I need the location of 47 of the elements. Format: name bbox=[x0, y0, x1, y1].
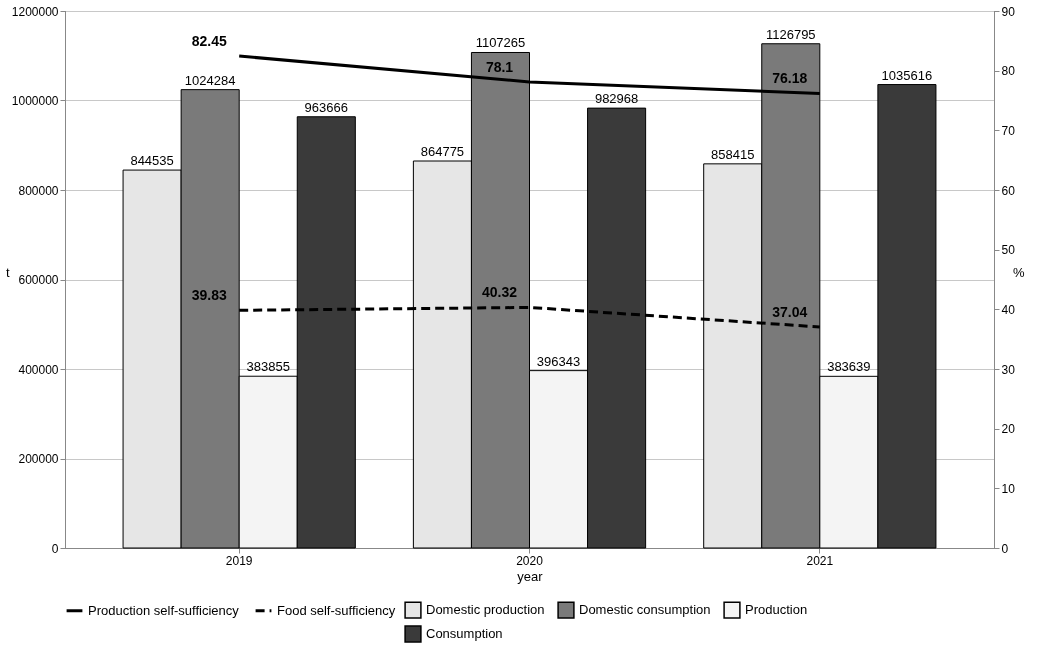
y2-tick-label: 30 bbox=[1001, 362, 1016, 377]
legend-label: Domestic production bbox=[426, 602, 545, 618]
y-tick-label: 1000000 bbox=[11, 94, 59, 108]
data-label: 982968 bbox=[594, 91, 639, 107]
data-label: 844535 bbox=[130, 153, 174, 169]
data-label: 963666 bbox=[304, 99, 348, 115]
y2-axis-title: % bbox=[1013, 265, 1026, 280]
data-label: 40.32 bbox=[481, 284, 518, 301]
y2-tick-label: 90 bbox=[1001, 4, 1016, 19]
data-label: 76.18 bbox=[772, 70, 808, 87]
data-label: 383639 bbox=[827, 359, 871, 375]
data-label: 39.83 bbox=[191, 287, 227, 304]
data-label: 383855 bbox=[246, 359, 290, 375]
data-label: 78.1 bbox=[485, 59, 514, 75]
y-tick-label: 1200000 bbox=[11, 4, 59, 19]
y-tick-label: 200000 bbox=[18, 452, 59, 466]
legend-label: Domestic consumption bbox=[579, 602, 711, 618]
y2-tick-label: 10 bbox=[1001, 481, 1016, 496]
y-tick-label: 600000 bbox=[18, 273, 59, 287]
data-label: 396343 bbox=[536, 353, 581, 369]
data-label: 1035616 bbox=[881, 67, 933, 83]
y-tick-label: 400000 bbox=[18, 362, 59, 377]
y-axis-title: t bbox=[5, 265, 10, 280]
data-label: 858415 bbox=[711, 146, 755, 162]
y2-tick-label: 70 bbox=[1001, 123, 1016, 138]
x-tick-label: 2021 bbox=[806, 553, 834, 568]
y2-tick-label: 50 bbox=[1001, 243, 1016, 258]
y-tick-label: 0 bbox=[51, 541, 59, 556]
legend-label: Consumption bbox=[426, 626, 503, 641]
data-label: 1024284 bbox=[184, 72, 236, 88]
data-label: 864775 bbox=[420, 144, 465, 160]
y2-tick-label: 80 bbox=[1001, 64, 1016, 79]
data-label: 1107265 bbox=[475, 35, 526, 51]
legend-label: Production self-sufficiency bbox=[88, 602, 240, 618]
legend-label: Food self-sufficiency bbox=[277, 602, 396, 618]
x-axis-title: year bbox=[517, 568, 544, 584]
y2-tick-label: 60 bbox=[1001, 183, 1016, 198]
y-tick-label: 800000 bbox=[18, 183, 59, 198]
data-label: 82.45 bbox=[191, 33, 227, 50]
x-tick-label: 2020 bbox=[516, 553, 544, 568]
data-label: 37.04 bbox=[772, 303, 808, 320]
data-label: 1126795 bbox=[765, 26, 816, 42]
legend-label: Production bbox=[745, 602, 808, 618]
y2-tick-label: 40 bbox=[1001, 302, 1016, 317]
y2-tick-label: 0 bbox=[1001, 541, 1009, 556]
y2-tick-label: 20 bbox=[1001, 422, 1016, 437]
x-tick-label: 2019 bbox=[225, 553, 253, 568]
